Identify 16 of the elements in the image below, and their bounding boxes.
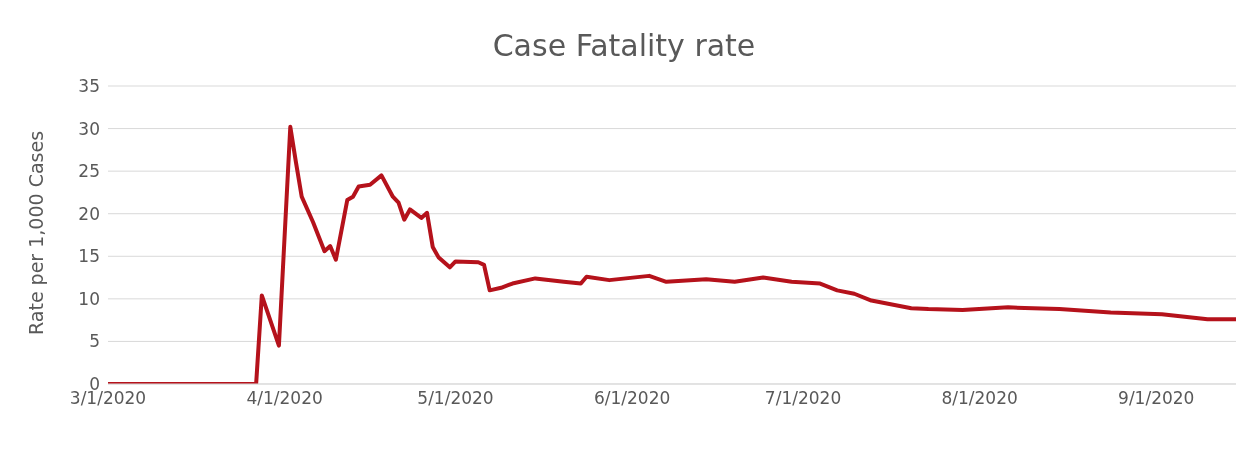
x-tick-label: 7/1/2020 bbox=[764, 388, 842, 409]
x-tick-label: 8/1/2020 bbox=[941, 388, 1018, 409]
y-tick-label: 20 bbox=[78, 203, 100, 224]
y-tick-label: 10 bbox=[78, 288, 100, 309]
x-tick-label: 4/1/2020 bbox=[246, 388, 323, 409]
x-tick-label: 5/1/2020 bbox=[417, 388, 494, 409]
line-series bbox=[108, 124, 1236, 384]
y-tick-label: 5 bbox=[89, 331, 100, 352]
chart-title: Case Fatality rate bbox=[491, 28, 757, 65]
y-tick-label: 35 bbox=[78, 76, 100, 97]
y-tick-label: 30 bbox=[78, 118, 100, 139]
y-axis-title: Rate per 1,000 Cases bbox=[24, 130, 47, 335]
y-tick-label: 25 bbox=[78, 161, 100, 182]
y-tick-label: 15 bbox=[78, 246, 100, 267]
x-tick-label: 6/1/2020 bbox=[593, 388, 671, 409]
x-tick-label: 9/1/2020 bbox=[1118, 388, 1195, 409]
